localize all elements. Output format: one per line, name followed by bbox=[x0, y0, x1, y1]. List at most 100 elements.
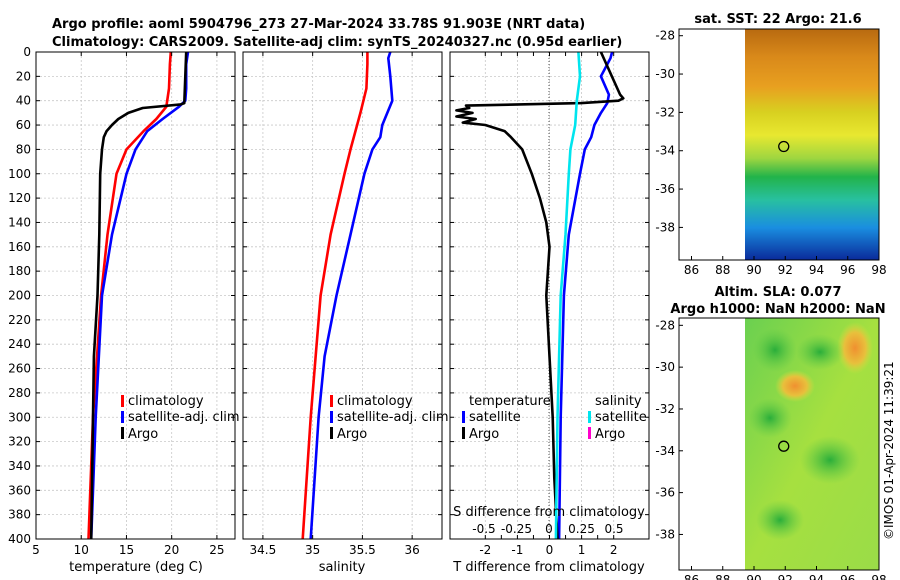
legend-swatch-argo bbox=[330, 427, 333, 439]
x-tick-label: 36 bbox=[405, 543, 420, 557]
lon-tick-label: 98 bbox=[871, 573, 886, 580]
y-tick-label: 240 bbox=[8, 337, 31, 351]
y-tick-label: 20 bbox=[16, 69, 31, 83]
x-tick-label: 5 bbox=[32, 543, 40, 557]
y-tick-label: 400 bbox=[8, 532, 31, 546]
lat-tick-label: -34 bbox=[655, 444, 675, 458]
legend-t-argo: Argo bbox=[469, 427, 499, 442]
lat-tick-label: -30 bbox=[655, 67, 675, 81]
sla-map: Altim. SLA: 0.077 Argo h1000: NaN h2000:… bbox=[655, 285, 886, 580]
difference-legend: temperature satellite Argo salinity sate… bbox=[462, 394, 647, 442]
lon-tick-label: 92 bbox=[778, 263, 793, 277]
sst-field bbox=[745, 29, 879, 260]
y-tick-label: 200 bbox=[8, 289, 31, 303]
salinity-xlabel: salinity bbox=[319, 560, 366, 575]
series-salinity-satellite bbox=[554, 52, 582, 539]
lon-tick-label: 94 bbox=[809, 263, 824, 277]
x-tick-label: -2 bbox=[479, 543, 491, 557]
legend-swatch-satellite bbox=[121, 411, 124, 423]
temperature-legend: climatology satellite-adj. clim Argo bbox=[121, 394, 240, 442]
s-tick-label: 0.5 bbox=[604, 522, 623, 536]
imos-credit: ©IMOS 01-Apr-2024 11:39:21 bbox=[882, 361, 896, 540]
legend-swatch-climatology bbox=[330, 395, 333, 407]
difference-panel: -2 -1 0 1 2 -0.5 -0.25 0 0.25 0.5 S difference f… bbox=[449, 51, 650, 575]
argo-location-marker bbox=[778, 140, 790, 153]
x-tick-label: 35.5 bbox=[349, 543, 376, 557]
series-argo bbox=[89, 52, 188, 539]
lon-tick-label: 92 bbox=[778, 573, 793, 580]
legend-climatology: climatology bbox=[128, 394, 204, 409]
legend-t-satellite: satellite bbox=[469, 410, 521, 425]
argo-location-marker bbox=[778, 440, 790, 452]
y-tick-label: 320 bbox=[8, 435, 31, 449]
y-tick-label: 80 bbox=[16, 142, 31, 156]
legend-swatch-satellite bbox=[330, 411, 333, 423]
sst-map-title: sat. SST: 22 Argo: 21.6 bbox=[694, 12, 861, 27]
lon-tick-label: 88 bbox=[715, 573, 730, 580]
y-tick-label: 100 bbox=[8, 167, 31, 181]
legend-temperature-header: temperature bbox=[469, 394, 551, 409]
lon-tick-label: 88 bbox=[715, 263, 730, 277]
legend-salinity-header: salinity bbox=[595, 394, 642, 409]
y-tick-label: 300 bbox=[8, 410, 31, 424]
lat-tick-label: -34 bbox=[655, 144, 675, 158]
y-tick-label: 280 bbox=[8, 386, 31, 400]
salinity-panel: 34.5 35 35.5 36 salinity climatology satell… bbox=[242, 51, 449, 575]
lat-tick-label: -28 bbox=[655, 29, 675, 43]
x-tick-label: 1 bbox=[578, 543, 586, 557]
x-tick-label: 2 bbox=[610, 543, 618, 557]
legend-swatch-s-argo bbox=[588, 427, 591, 439]
y-tick-label: 120 bbox=[8, 191, 31, 205]
lon-tick-label: 90 bbox=[746, 573, 761, 580]
x-tick-label: 20 bbox=[164, 543, 179, 557]
lat-tick-label: -30 bbox=[655, 360, 675, 374]
t-difference-xlabel: T difference from climatology bbox=[452, 560, 645, 575]
x-tick-label: 0 bbox=[546, 543, 554, 557]
lon-tick-label: 96 bbox=[840, 573, 855, 580]
lon-tick-label: 98 bbox=[871, 263, 886, 277]
legend-swatch-argo bbox=[121, 427, 124, 439]
salinity-legend: climatology satellite-adj. clim Argo bbox=[330, 394, 449, 442]
x-tick-label: 10 bbox=[74, 543, 89, 557]
legend-swatch-s-satellite bbox=[588, 411, 591, 423]
lat-tick-label: -36 bbox=[655, 182, 675, 196]
legend-swatch-t-argo bbox=[462, 427, 465, 439]
y-tick-label: 380 bbox=[8, 508, 31, 522]
legend-swatch-climatology bbox=[121, 395, 124, 407]
y-tick-label: 180 bbox=[8, 264, 31, 278]
lon-tick-label: 96 bbox=[840, 263, 855, 277]
sst-map: sat. SST: 22 Argo: 21.6 86 88 90 92 94 96 98 -2… bbox=[655, 12, 886, 277]
legend-argo: Argo bbox=[337, 427, 367, 442]
series-temperature-argo bbox=[455, 52, 625, 539]
lon-tick-label: 90 bbox=[746, 263, 761, 277]
s-difference-xlabel: S difference from climatology bbox=[453, 505, 645, 520]
y-tick-label: 360 bbox=[8, 483, 31, 497]
x-tick-label: 15 bbox=[119, 543, 134, 557]
y-tick-label: 140 bbox=[8, 215, 31, 229]
x-tick-label: 34.5 bbox=[250, 543, 277, 557]
temperature-xlabel: temperature (deg C) bbox=[69, 560, 203, 575]
series-climatology bbox=[301, 52, 369, 539]
lat-tick-label: -38 bbox=[655, 220, 675, 234]
y-tick-label: 340 bbox=[8, 459, 31, 473]
s-tick-label: -0.25 bbox=[501, 522, 532, 536]
lon-tick-label: 86 bbox=[684, 263, 699, 277]
title-line1: Argo profile: aoml 5904796_273 27-Mar-20… bbox=[52, 17, 585, 32]
y-tick-label: 160 bbox=[8, 240, 31, 254]
series-satellite-adj-clim bbox=[309, 52, 394, 539]
x-tick-label: 25 bbox=[209, 543, 224, 557]
lat-tick-label: -32 bbox=[655, 402, 675, 416]
lon-tick-label: 94 bbox=[809, 573, 824, 580]
y-tick-label: 220 bbox=[8, 313, 31, 327]
legend-satellite: satellite-adj. clim bbox=[128, 410, 240, 425]
y-tick-label: 60 bbox=[16, 118, 31, 132]
sla-map-title2: Argo h1000: NaN h2000: NaN bbox=[670, 302, 885, 317]
legend-s-argo: Argo bbox=[595, 427, 625, 442]
legend-s-satellite: satellite bbox=[595, 410, 647, 425]
legend-satellite: satellite-adj. clim bbox=[337, 410, 449, 425]
y-tick-label: 40 bbox=[16, 94, 31, 108]
lat-tick-label: -36 bbox=[655, 486, 675, 500]
series-satellite-adj-clim bbox=[89, 52, 190, 539]
x-tick-label: 35 bbox=[305, 543, 320, 557]
